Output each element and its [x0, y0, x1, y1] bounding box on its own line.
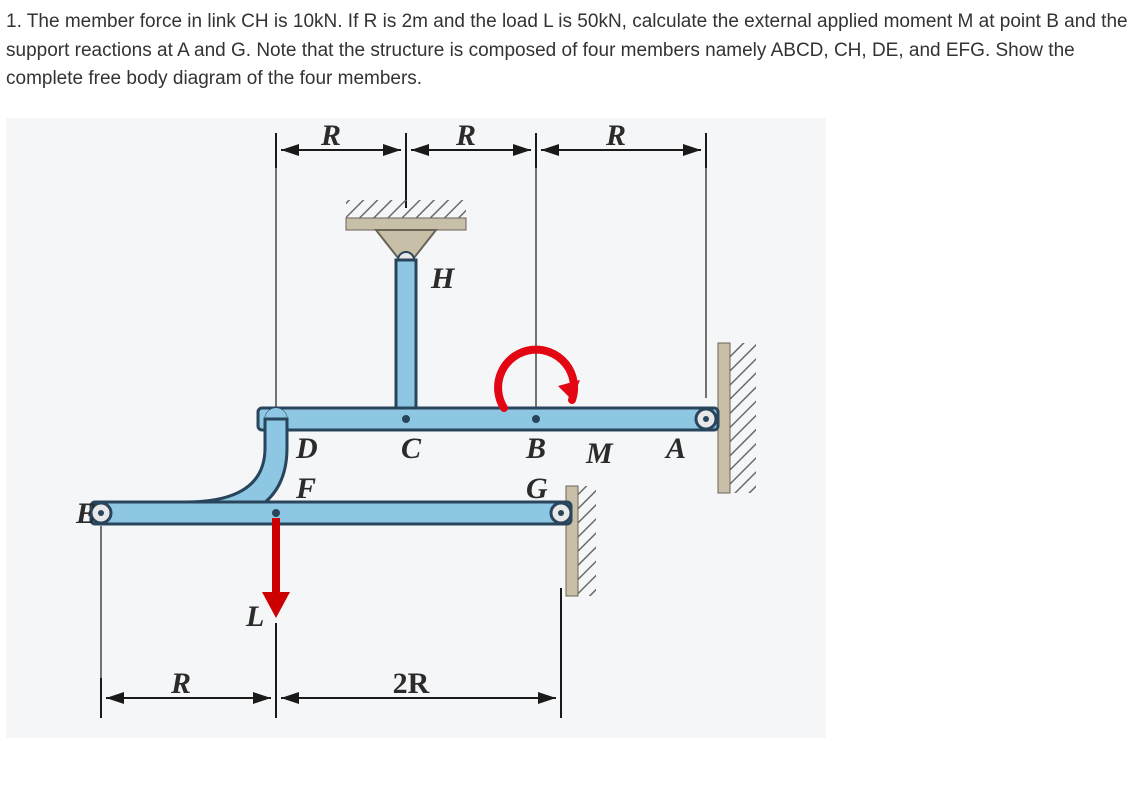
- load-L-icon: [262, 518, 290, 618]
- label-D: D: [295, 432, 318, 465]
- dim-R-bottom: R: [170, 667, 191, 700]
- problem-statement: 1. The member force in link CH is 10kN. …: [6, 8, 1142, 94]
- dim-R-1: R: [320, 119, 341, 152]
- label-A: A: [664, 432, 686, 465]
- wall-A: [718, 343, 756, 493]
- member-EFG: [91, 502, 571, 524]
- member-CH: [396, 260, 416, 420]
- label-M: M: [585, 437, 614, 470]
- moment-M-icon: [498, 349, 580, 407]
- dim-R-3: R: [605, 119, 626, 152]
- label-H: H: [430, 262, 456, 295]
- member-ABCD: [258, 408, 718, 430]
- dim-2R: 2R: [393, 667, 430, 700]
- dim-R-2: R: [455, 119, 476, 152]
- label-B: B: [525, 432, 546, 465]
- label-C: C: [401, 432, 422, 465]
- support-H: [346, 200, 466, 268]
- label-G: G: [526, 472, 548, 505]
- problem-number: 1.: [6, 11, 22, 32]
- label-E: E: [75, 497, 96, 530]
- label-L: L: [245, 600, 264, 633]
- label-F: F: [295, 472, 316, 505]
- problem-body: The member force in link CH is 10kN. If …: [6, 11, 1128, 89]
- structure-figure: R R R: [6, 118, 826, 738]
